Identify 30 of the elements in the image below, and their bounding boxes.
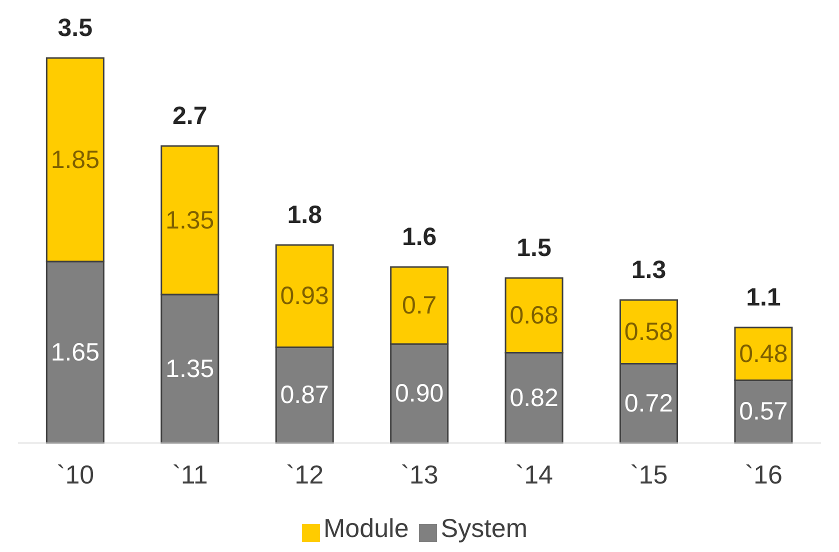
x-tick-label: `15 — [630, 459, 668, 490]
total-label: 3.5 — [58, 14, 93, 42]
legend-label: Module — [324, 513, 409, 543]
data-label: 0.87 — [280, 381, 329, 410]
x-tick-label: `16 — [744, 459, 782, 490]
total-label: 2.7 — [172, 102, 208, 130]
total-label: 1.1 — [746, 284, 781, 312]
data-label: 0.48 — [739, 340, 788, 368]
x-tick-label: `10 — [56, 459, 94, 490]
data-label: 0.58 — [624, 318, 674, 346]
data-label: 1.85 — [50, 146, 100, 174]
total-label: 1.5 — [516, 234, 552, 262]
data-label: 0.57 — [739, 398, 788, 426]
total-label: 1.3 — [631, 256, 666, 284]
x-tick-label: `12 — [286, 459, 324, 490]
data-label: 0.93 — [280, 282, 329, 310]
data-label: 0.68 — [510, 301, 558, 330]
total-label: 1.6 — [402, 223, 437, 251]
data-label: 0.7 — [402, 292, 437, 320]
x-tick-label: `14 — [515, 459, 554, 490]
data-label: 1.65 — [50, 338, 100, 366]
x-tick-label: `11 — [172, 459, 208, 490]
data-label: 1.35 — [166, 354, 214, 383]
legend-label: System — [440, 513, 528, 543]
data-label: 0.90 — [394, 380, 444, 408]
data-label: 0.72 — [624, 389, 674, 418]
data-label: 1.35 — [166, 206, 214, 234]
total-label: 1.8 — [287, 201, 322, 229]
data-label: 0.82 — [510, 384, 558, 412]
x-tick-label: `13 — [400, 459, 438, 490]
